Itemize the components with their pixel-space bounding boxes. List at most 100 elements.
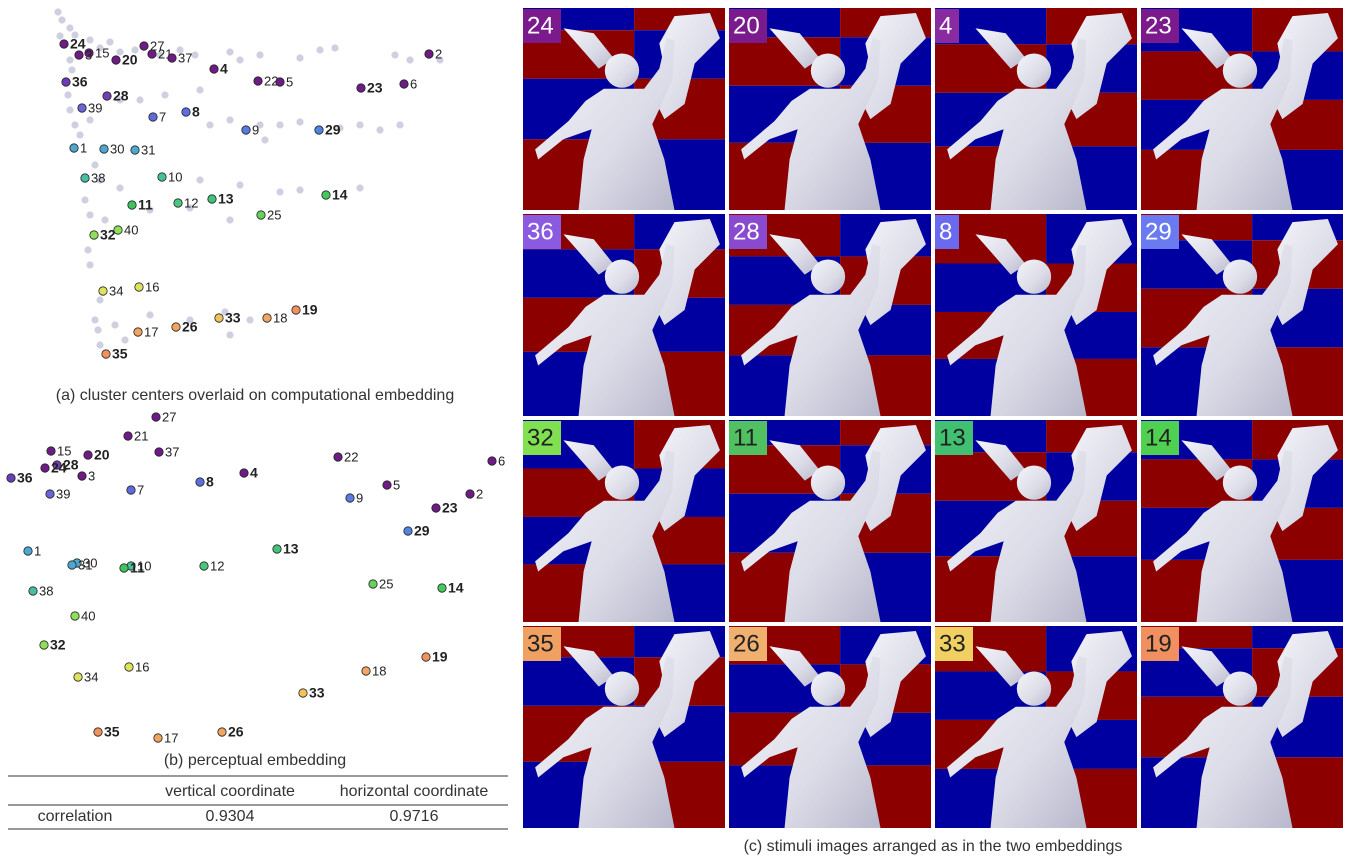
cluster-center (130, 145, 140, 155)
cluster-center (151, 412, 161, 422)
tile-label: 14 (1145, 424, 1172, 451)
point-label: 29 (414, 523, 430, 539)
point-label: 1 (34, 543, 41, 558)
row-label: correlation (38, 808, 113, 825)
cluster-center (431, 503, 441, 513)
tile-label: 24 (527, 12, 554, 39)
background-point (331, 44, 339, 52)
stimulus-image (1141, 8, 1343, 210)
cluster-center (6, 473, 16, 483)
point-label: 14 (332, 187, 348, 203)
background-point (68, 66, 76, 74)
point-label: 13 (218, 191, 234, 207)
tile-label: 33 (939, 630, 966, 657)
tile-label: 26 (733, 630, 760, 657)
cluster-center (171, 322, 181, 332)
badge (729, 215, 767, 249)
column-header: horizontal coordinate (340, 783, 489, 800)
point-label: 22 (344, 449, 358, 464)
point-label: 32 (50, 637, 66, 653)
point-label: 4 (250, 465, 258, 481)
cluster-center (147, 49, 157, 59)
point-label: 3 (85, 47, 92, 62)
background-point (226, 331, 234, 339)
background-point (296, 54, 304, 62)
background-point (106, 38, 114, 46)
caption: (c) stimuli images arranged as in the tw… (744, 838, 1123, 855)
cluster-center (368, 579, 378, 589)
background-point (64, 91, 72, 99)
point-label: 33 (225, 310, 241, 326)
background-point (86, 36, 94, 44)
badge (1141, 421, 1179, 455)
background-point (116, 96, 124, 104)
background-point (96, 341, 104, 349)
stimulus-image (935, 214, 1137, 416)
background-point (276, 188, 284, 196)
cluster-center (382, 480, 392, 490)
point-label: 10 (137, 558, 151, 573)
cluster-center (119, 563, 129, 573)
cluster-center (217, 727, 227, 737)
point-label: 26 (182, 319, 198, 335)
cluster-center (157, 172, 167, 182)
background-point (146, 311, 154, 319)
badge (935, 215, 959, 249)
point-label: 12 (210, 558, 224, 573)
point-label: 11 (138, 197, 153, 213)
background-point (56, 32, 64, 40)
background-point (96, 296, 104, 304)
tile-label: 4 (939, 12, 952, 39)
point-label: 27 (162, 409, 176, 424)
point-label: 35 (112, 346, 128, 362)
badge (935, 627, 973, 661)
background-point (66, 24, 74, 32)
point-label: 36 (17, 470, 33, 486)
background-point (86, 261, 94, 269)
stimulus-image (523, 420, 725, 622)
cluster-center (46, 446, 56, 456)
cluster-center (291, 305, 301, 315)
cluster-center (214, 313, 224, 323)
background-point (226, 216, 234, 224)
background-point (66, 106, 74, 114)
tile-label: 28 (733, 218, 760, 245)
point-label: 34 (84, 669, 98, 684)
background-point (406, 56, 414, 64)
point-label: 25 (267, 207, 281, 222)
point-label: 31 (78, 557, 92, 572)
point-label: 28 (63, 457, 79, 473)
cluster-center (153, 733, 163, 743)
cluster-center (28, 586, 38, 596)
cluster-center (113, 225, 123, 235)
stimulus-image (729, 214, 931, 416)
cluster-center (69, 143, 79, 153)
background-point (206, 121, 214, 129)
cluster-center (70, 611, 80, 621)
badge (523, 421, 561, 455)
point-label: 2 (476, 486, 483, 501)
point-label: 8 (206, 474, 214, 490)
background-point (136, 96, 144, 104)
point-label: 2 (435, 46, 442, 61)
background-point (84, 246, 92, 254)
point-label: 39 (56, 486, 70, 501)
background-point (316, 46, 324, 54)
stimulus-image (523, 626, 725, 828)
background-point (186, 316, 194, 324)
stimulus-image (935, 626, 1137, 828)
point-label: 37 (178, 50, 192, 65)
background-point (376, 126, 384, 134)
background-point (91, 316, 99, 324)
background-point (221, 308, 229, 316)
point-label: 10 (168, 169, 182, 184)
background-point (356, 184, 364, 192)
cluster-center (321, 190, 331, 200)
point-label: 19 (302, 302, 318, 318)
background-point (121, 336, 129, 344)
cluster-center (99, 144, 109, 154)
background-point (96, 176, 104, 184)
point-label: 31 (141, 142, 155, 157)
